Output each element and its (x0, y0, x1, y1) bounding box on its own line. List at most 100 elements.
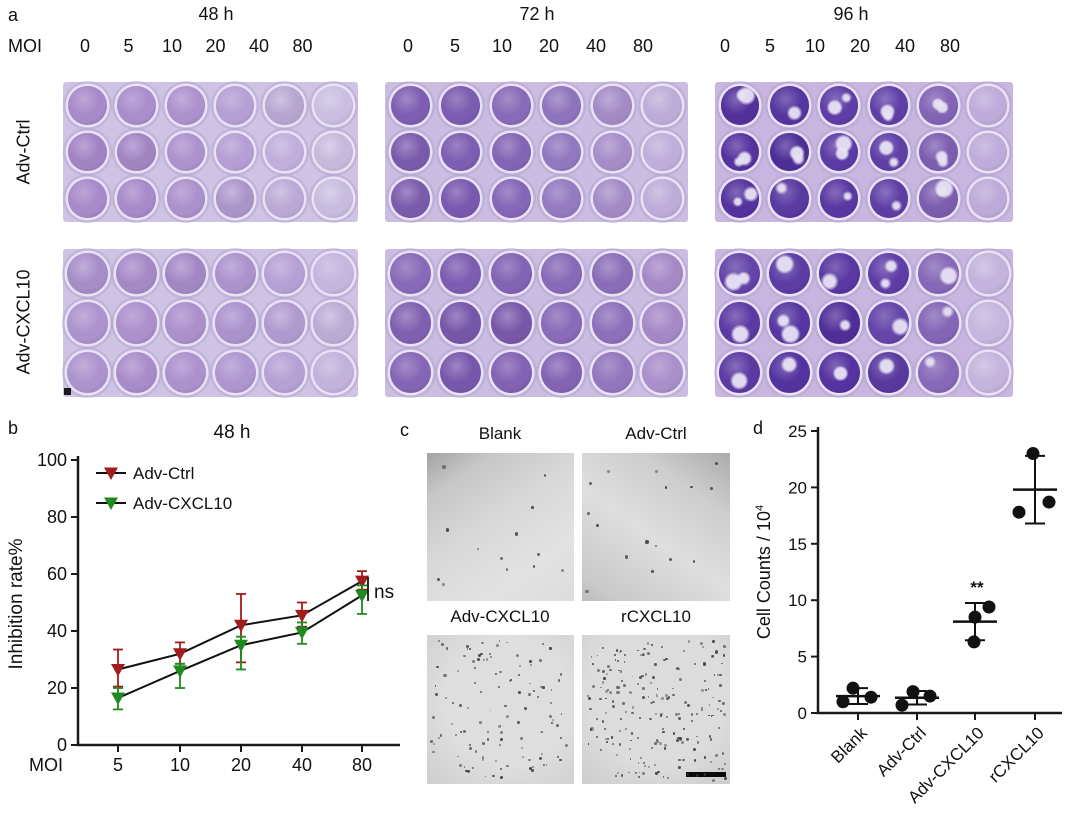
cell-dot (589, 728, 593, 731)
well (643, 179, 683, 218)
well (542, 86, 582, 125)
cell-dot (664, 743, 668, 747)
cell-dot (500, 730, 504, 734)
ns-annotation: ns (374, 582, 394, 603)
well (719, 302, 761, 344)
cell-dot (466, 645, 469, 648)
cell-dot (638, 775, 640, 778)
cell-dot (559, 673, 563, 676)
cell-dot (714, 754, 718, 757)
well (541, 302, 583, 344)
cell-dot (476, 547, 479, 550)
well (116, 253, 158, 295)
cell-dot (642, 652, 646, 656)
cell-dot (639, 653, 643, 657)
x-category-label: Blank (827, 723, 871, 767)
cell-dot (647, 696, 650, 698)
cell-dot (682, 649, 685, 652)
cell-dot (640, 757, 643, 759)
cell-dot (672, 731, 676, 735)
cell-dot (520, 737, 523, 740)
cell-dot (496, 644, 499, 647)
well (868, 253, 910, 295)
well (68, 179, 107, 218)
moi-value: 40 (248, 36, 270, 56)
cell-dot (641, 674, 644, 678)
plate-48h-adv-ctrl (63, 82, 358, 222)
cell-dot (437, 578, 441, 582)
cell-dot (529, 682, 532, 685)
cell-dot (474, 750, 478, 753)
cell-dot (614, 659, 617, 661)
well (116, 302, 158, 344)
cell-dot (608, 668, 612, 672)
cell-dot (617, 771, 620, 774)
cell-dot (687, 640, 691, 643)
cell-dot (454, 733, 458, 736)
cell-dot (709, 760, 712, 763)
cell-dot (712, 696, 714, 699)
well (491, 179, 531, 218)
cell-dot (436, 665, 439, 669)
cell-dot (628, 747, 632, 751)
cell-dot (620, 717, 622, 720)
cell-dot (480, 652, 483, 656)
well (490, 253, 532, 295)
cell-dot (641, 653, 644, 656)
marker-triangle-down (295, 609, 309, 623)
cell-dot (651, 700, 655, 704)
cell-dot (463, 654, 466, 657)
cell-dot (665, 657, 668, 660)
cell-dot (505, 641, 508, 644)
row-label-adv-cxcl10: Adv-CXCL10 (13, 269, 34, 375)
well (490, 302, 532, 344)
timepoint-72h-label: 72 h (519, 4, 555, 24)
cell-dot (722, 645, 726, 648)
cell-dot (465, 769, 468, 773)
cell-dot (659, 714, 663, 718)
well (719, 351, 761, 393)
cell-dot (611, 736, 614, 739)
well (117, 132, 157, 172)
cell-dot (602, 681, 605, 684)
cell-dot (591, 684, 595, 688)
well (592, 179, 632, 218)
cell-dot (638, 771, 641, 774)
cell-dot (586, 694, 589, 697)
cell-dot (438, 736, 441, 739)
data-point (1026, 447, 1040, 461)
moi-value: 10 (491, 36, 513, 56)
cell-dot (693, 759, 697, 762)
marker-triangle-down (295, 626, 309, 640)
cell-dot (654, 771, 658, 775)
marker-triangle-down (173, 665, 187, 678)
cell-dot (647, 765, 651, 769)
cell-dot (722, 653, 726, 657)
moi-value: 5 (123, 36, 134, 56)
y-tick-label: 40 (47, 621, 67, 641)
well (819, 132, 859, 172)
cell-dot (631, 706, 634, 709)
well (643, 132, 683, 172)
cell-dot (690, 485, 693, 488)
data-point (1012, 505, 1026, 519)
well (968, 179, 1008, 218)
timepoint-48h-label: 48 h (198, 4, 234, 24)
marker-triangle-down (104, 497, 118, 510)
well (768, 253, 811, 295)
data-point (968, 610, 982, 624)
cell-dot (642, 647, 646, 651)
y-tick-label: 25 (788, 422, 807, 441)
cell-dot (619, 670, 622, 674)
cell-dot (603, 728, 606, 730)
plate-72h-adv-cxcl10 (385, 249, 688, 397)
cell-dot (539, 685, 543, 688)
cell-dot (463, 729, 467, 733)
cell-dot (601, 720, 605, 723)
cell-dot (442, 465, 446, 469)
cell-dot (681, 758, 685, 762)
cell-dot (675, 739, 679, 743)
cell-dot (528, 766, 532, 770)
cell-dot (430, 740, 434, 744)
cell-dot (666, 696, 669, 700)
